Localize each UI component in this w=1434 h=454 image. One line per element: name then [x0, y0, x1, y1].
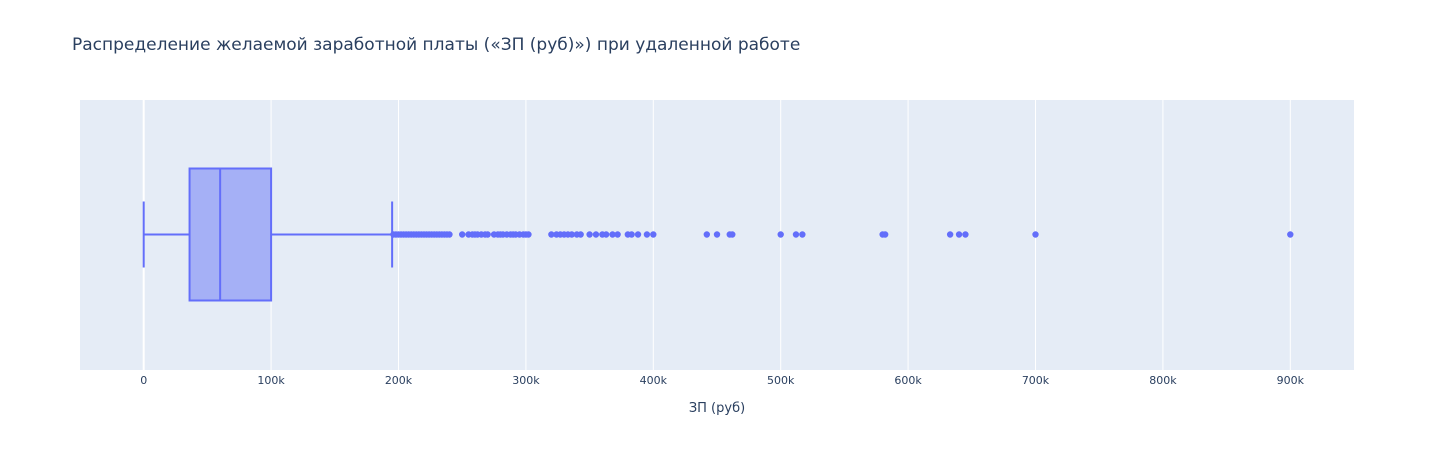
outlier-point[interactable] — [703, 231, 711, 238]
outlier-point[interactable] — [586, 231, 593, 238]
x-axis-ticks: 0 100k 200k 300k 400k 500k 600k 700k 800k 900k — [140, 374, 1304, 387]
outlier-point[interactable] — [634, 231, 642, 238]
outlier-point[interactable] — [643, 231, 651, 238]
iqr-box[interactable] — [188, 167, 273, 302]
outlier-point[interactable] — [650, 231, 657, 238]
x-tick-label: 800k — [1149, 374, 1177, 387]
x-tick-label: 900k — [1277, 374, 1305, 387]
x-tick-label: 100k — [257, 374, 285, 387]
outlier-point[interactable] — [484, 231, 491, 238]
x-tick-label: 600k — [894, 374, 922, 387]
outlier-point[interactable] — [777, 231, 784, 238]
x-axis-title: ЗП (руб) — [689, 401, 745, 416]
outlier-point[interactable] — [881, 231, 889, 238]
box-series[interactable] — [142, 167, 394, 302]
outlier-point[interactable] — [962, 231, 969, 238]
x-tick-label: 500k — [767, 374, 795, 387]
x-tick-label: 400k — [640, 374, 668, 387]
outlier-point[interactable] — [729, 231, 736, 238]
outlier-point[interactable] — [609, 231, 616, 238]
outlier-point[interactable] — [602, 231, 610, 238]
chart-title: Распределение желаемой заработной платы … — [72, 35, 800, 55]
outlier-point[interactable] — [568, 231, 575, 238]
outlier-point[interactable] — [946, 231, 954, 238]
outlier-point[interactable] — [628, 231, 635, 238]
outlier-point[interactable] — [955, 231, 963, 238]
outlier-point[interactable] — [525, 231, 532, 238]
outlier-point[interactable] — [614, 231, 621, 238]
outlier-points[interactable] — [390, 231, 1294, 238]
outlier-point[interactable] — [799, 231, 806, 238]
outlier-point[interactable] — [446, 231, 453, 238]
outlier-point[interactable] — [713, 231, 721, 238]
x-tick-label: 0 — [140, 374, 147, 387]
outlier-point[interactable] — [792, 231, 800, 238]
outlier-point[interactable] — [459, 231, 466, 238]
outlier-point[interactable] — [548, 231, 555, 238]
x-tick-label: 700k — [1022, 374, 1050, 387]
outlier-point[interactable] — [1032, 231, 1039, 238]
outlier-point[interactable] — [577, 231, 584, 238]
x-tick-label: 300k — [512, 374, 540, 387]
x-tick-label: 200k — [385, 374, 413, 387]
outlier-point[interactable] — [592, 231, 600, 238]
outlier-point[interactable] — [1287, 231, 1294, 238]
